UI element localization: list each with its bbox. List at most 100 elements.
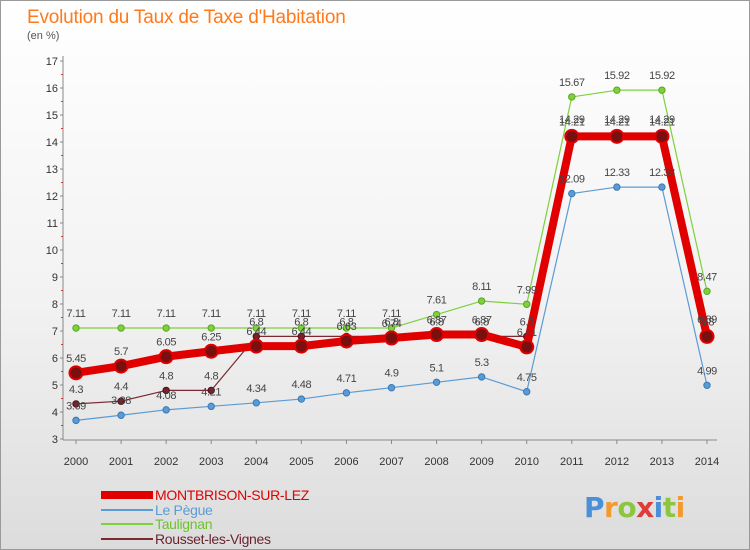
- x-tick-label: 2008: [424, 456, 448, 468]
- data-label-le-p-gue: 4.34: [246, 383, 266, 395]
- legend-item-rousset-les-vignes: Rousset-les-Vignes: [101, 530, 309, 547]
- legend-swatch: [101, 491, 153, 500]
- data-point-taulignan: [207, 324, 215, 332]
- y-tick-label: 13: [46, 164, 58, 176]
- data-label-le-p-gue: 4.75: [517, 372, 537, 384]
- data-point-le-p-gue: [703, 381, 711, 389]
- legend-label: Rousset-les-Vignes: [155, 530, 271, 547]
- data-point-montbrison-sur-lez: [474, 327, 490, 343]
- data-point-le-p-gue: [207, 402, 215, 411]
- data-label-le-p-gue: 4.08: [156, 390, 176, 402]
- data-label-le-p-gue: 4.71: [337, 373, 357, 385]
- data-label-rousset-les-vignes: 14.29: [559, 114, 585, 126]
- data-point-le-p-gue: [72, 416, 80, 425]
- x-tick-label: 2003: [199, 456, 223, 468]
- x-tick-label: 2014: [695, 456, 719, 468]
- data-label-montbrison-sur-lez: 5.45: [66, 353, 86, 365]
- data-label-taulignan: 7.11: [202, 308, 221, 320]
- x-tick-label: 2010: [514, 456, 538, 468]
- data-label-taulignan: 7.11: [247, 308, 266, 320]
- legend-label: Le Pègue: [155, 501, 213, 518]
- chart-subtitle: (en %): [27, 30, 60, 42]
- data-label-le-p-gue: 5.1: [430, 362, 444, 374]
- data-point-montbrison-sur-lez: [384, 330, 399, 346]
- data-label-rousset-les-vignes: 4.3: [69, 384, 83, 396]
- data-label-taulignan: 15.92: [604, 70, 630, 82]
- data-label-taulignan: 15.67: [559, 77, 585, 89]
- x-tick-label: 2000: [64, 456, 88, 468]
- data-label-taulignan: 7.11: [112, 308, 131, 320]
- y-tick-label: 8: [52, 299, 58, 311]
- legend-swatch: [101, 508, 153, 511]
- y-tick-label: 15: [46, 110, 58, 122]
- data-label-rousset-les-vignes: 6.89: [697, 314, 717, 326]
- data-label-rousset-les-vignes: 14.29: [649, 114, 675, 126]
- data-point-taulignan: [432, 310, 441, 319]
- y-tick-label: 12: [46, 191, 58, 203]
- data-point-montbrison-sur-lez: [338, 333, 354, 349]
- data-label-taulignan: 7.11: [337, 308, 356, 320]
- y-tick-label: 16: [46, 83, 58, 95]
- data-point-le-p-gue: [568, 189, 576, 198]
- legend-item-montbrison-sur-lez: MONTBRISON-SUR-LEZ: [101, 488, 309, 503]
- y-tick-label: 10: [46, 245, 58, 257]
- data-label-le-p-gue: 4.21: [201, 386, 221, 398]
- x-tick-label: 2002: [154, 456, 178, 468]
- data-label-rousset-les-vignes: 6.8: [339, 316, 353, 328]
- data-point-montbrison-sur-lez: [68, 365, 84, 381]
- data-point-le-p-gue: [477, 373, 486, 381]
- data-label-montbrison-sur-lez: 6.74: [382, 318, 402, 330]
- data-point-le-p-gue: [387, 384, 396, 392]
- data-label-rousset-les-vignes: 14.29: [604, 114, 630, 126]
- data-label-le-p-gue: 12.09: [559, 174, 585, 186]
- data-label-taulignan: 8.11: [472, 281, 491, 293]
- data-label-taulignan: 8.47: [697, 271, 717, 283]
- data-point-taulignan: [568, 93, 576, 101]
- data-point-le-p-gue: [162, 406, 170, 414]
- data-label-montbrison-sur-lez: 6.05: [156, 337, 176, 349]
- y-tick-label: 3: [52, 434, 58, 446]
- data-label-montbrison-sur-lez: 6.63: [337, 321, 357, 333]
- data-point-le-p-gue: [252, 399, 260, 407]
- data-point-montbrison-sur-lez: [564, 128, 580, 144]
- data-point-taulignan: [613, 86, 621, 94]
- data-point-le-p-gue: [613, 183, 621, 191]
- y-tick-label: 11: [47, 218, 58, 230]
- data-label-montbrison-sur-lez: 6.44: [291, 326, 311, 338]
- legend-label: Taulignan: [155, 516, 213, 532]
- data-label-rousset-les-vignes: 4.4: [114, 381, 128, 393]
- data-label-taulignan: 7.11: [382, 308, 401, 320]
- y-tick-label: 5: [52, 380, 58, 392]
- data-point-le-p-gue: [523, 388, 531, 396]
- x-tick-label: 2007: [379, 456, 403, 468]
- data-label-le-p-gue: 12.33: [604, 167, 630, 179]
- data-label-le-p-gue: 4.9: [384, 368, 398, 380]
- data-point-montbrison-sur-lez: [519, 339, 535, 355]
- x-tick-label: 2004: [244, 456, 268, 468]
- data-label-taulignan: 7.61: [427, 295, 447, 307]
- data-label-montbrison-sur-lez: 6.44: [246, 326, 266, 338]
- data-label-montbrison-sur-lez: 6.87: [472, 315, 492, 327]
- data-point-taulignan: [523, 300, 531, 308]
- data-label-taulignan: 15.92: [649, 70, 675, 82]
- proxiti-logo: Proxiti: [584, 491, 685, 524]
- data-label-rousset-les-vignes: 4.8: [204, 370, 218, 382]
- data-point-le-p-gue: [658, 183, 666, 191]
- data-point-le-p-gue: [117, 411, 125, 419]
- x-tick-label: 2013: [650, 456, 674, 468]
- data-label-le-p-gue: 4.48: [291, 379, 311, 391]
- data-label-montbrison-sur-lez: 5.7: [114, 346, 128, 358]
- y-tick-label: 9: [52, 272, 58, 284]
- data-point-taulignan: [162, 324, 170, 332]
- data-point-taulignan: [72, 324, 80, 332]
- data-point-le-p-gue: [342, 389, 351, 397]
- x-tick-label: 2009: [469, 456, 493, 468]
- data-point-montbrison-sur-lez: [654, 128, 670, 144]
- data-point-taulignan: [477, 297, 486, 305]
- data-label-montbrison-sur-lez: 6.25: [201, 331, 221, 343]
- data-label-le-p-gue: 5.3: [475, 357, 489, 369]
- data-label-montbrison-sur-lez: 14.21: [649, 116, 675, 128]
- data-point-montbrison-sur-lez: [699, 328, 715, 344]
- data-label-rousset-les-vignes: 6.8: [520, 316, 534, 328]
